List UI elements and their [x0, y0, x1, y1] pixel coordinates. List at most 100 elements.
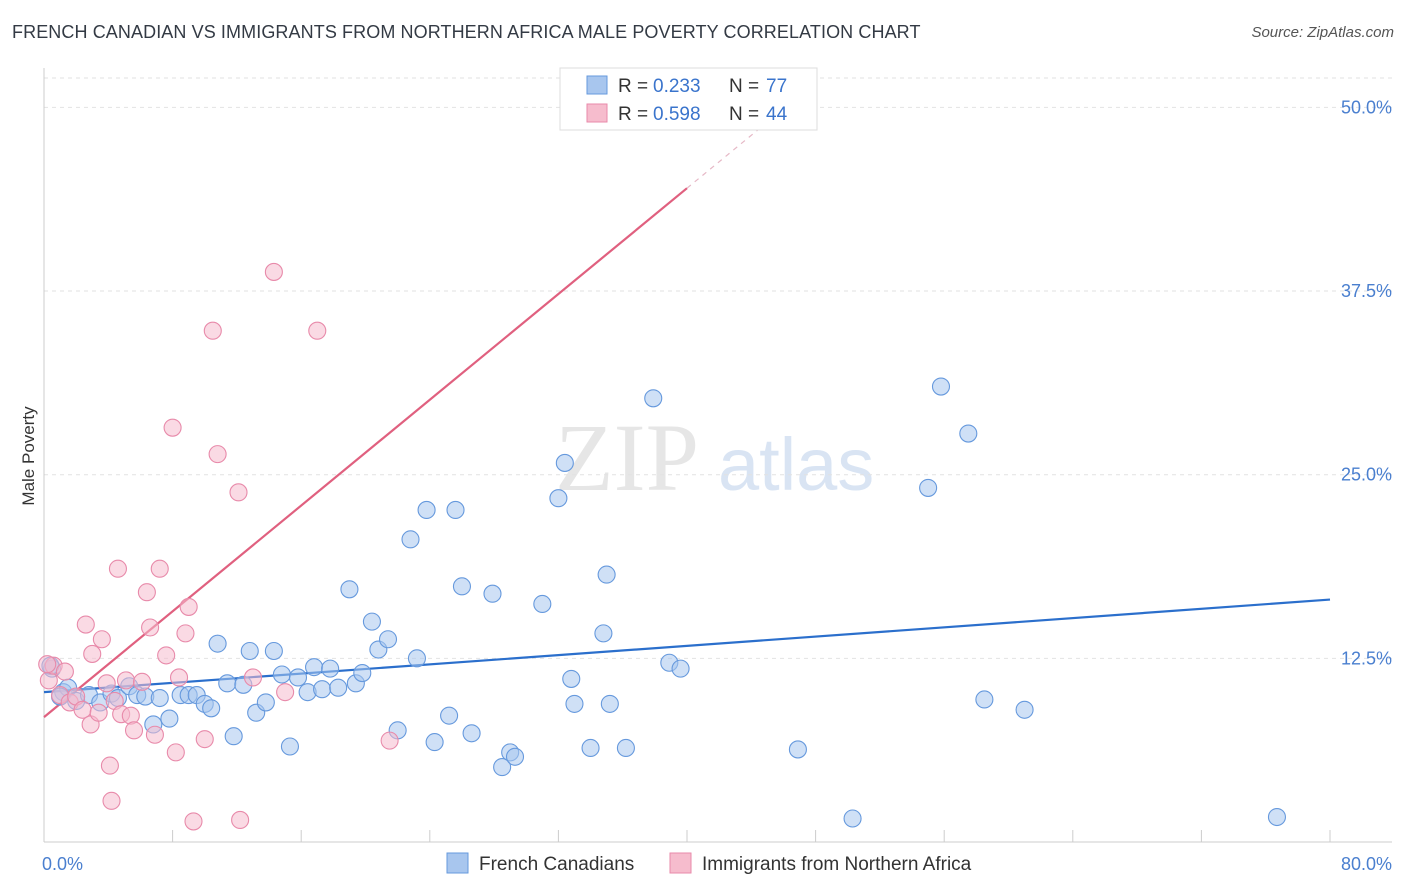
point-s0-28	[280, 737, 299, 756]
legend-bottom-swatch-africa	[669, 852, 692, 874]
point-s0-58	[565, 694, 584, 713]
point-s1-41	[308, 321, 327, 340]
point-s0-68	[843, 809, 862, 828]
point-s1-26	[157, 646, 176, 665]
point-s1-23	[141, 618, 160, 637]
y-axis-label: Male Poverty	[19, 406, 38, 506]
legend-top: R = 0.233 N = 77 R = 0.598 N = 44	[559, 67, 818, 131]
point-s0-45	[425, 733, 444, 752]
point-s0-49	[462, 724, 481, 743]
point-s0-60	[594, 624, 613, 643]
point-s0-57	[562, 669, 581, 688]
point-s0-53	[505, 747, 525, 766]
point-s0-12	[150, 688, 169, 708]
legend-bottom-label-africa: Immigrants from Northern Africa	[702, 854, 972, 875]
y-tick-label-2: 37.5%	[1341, 281, 1392, 301]
x-tick-label-max: 80.0%	[1341, 854, 1392, 874]
point-s0-37	[353, 663, 372, 683]
point-s0-20	[218, 674, 237, 693]
point-s0-51	[493, 758, 512, 777]
point-s0-18	[202, 699, 221, 718]
legend-bottom-swatch-french	[446, 852, 469, 874]
point-s0-59	[581, 738, 600, 758]
point-s1-32	[184, 812, 203, 831]
point-s0-34	[329, 678, 348, 697]
chart-title: FRENCH CANADIAN VS IMMIGRANTS FROM NORTH…	[12, 22, 921, 42]
point-s0-61	[597, 565, 616, 584]
point-s1-40	[276, 683, 295, 702]
point-s0-40	[378, 630, 398, 649]
point-s0-69	[919, 478, 938, 497]
point-s0-47	[446, 500, 465, 520]
axes	[43, 68, 1392, 843]
point-s1-36	[229, 483, 248, 502]
point-s0-54	[533, 594, 552, 614]
point-s0-63	[616, 738, 635, 758]
point-s0-71	[959, 424, 978, 443]
point-s0-72	[975, 690, 994, 709]
trend-line-extension-1	[686, 121, 768, 189]
y-tick-labels: 12.5% 25.0% 37.5% 50.0%	[1341, 97, 1392, 668]
point-s1-27	[163, 418, 182, 437]
legend-r-label-french: R =	[618, 76, 648, 97]
point-s0-42	[401, 530, 420, 549]
point-s1-21	[133, 672, 152, 691]
x-tick-label-min: 0.0%	[42, 854, 83, 874]
point-s1-16	[108, 559, 127, 578]
point-s1-10	[89, 703, 108, 722]
point-s1-33	[195, 730, 214, 749]
legend-n-label-africa: N =	[729, 104, 759, 125]
point-s1-28	[166, 743, 185, 762]
point-s1-30	[176, 624, 195, 643]
point-s0-25	[256, 693, 275, 712]
point-s0-62	[600, 694, 619, 713]
point-s0-70	[931, 377, 951, 396]
point-s1-19	[121, 706, 140, 725]
point-s1-22	[137, 583, 156, 602]
point-s1-39	[264, 262, 283, 281]
legend-n-label-french: N =	[729, 76, 759, 97]
point-s1-18	[116, 671, 136, 690]
point-s0-73	[1015, 700, 1034, 719]
point-s1-20	[124, 721, 144, 740]
legend-bottom: French Canadians Immigrants from Norther…	[446, 852, 972, 875]
point-s1-14	[102, 791, 121, 810]
point-s1-38	[243, 668, 263, 687]
legend-r-value-africa: 0.598	[653, 104, 701, 125]
point-s0-48	[452, 577, 472, 596]
point-s1-42	[380, 731, 399, 750]
point-s0-23	[240, 641, 259, 661]
watermark-atlas: atlas	[718, 423, 874, 506]
point-s1-37	[231, 810, 250, 830]
point-s0-35	[340, 580, 359, 599]
point-s0-31	[305, 658, 324, 677]
point-s0-33	[321, 659, 340, 678]
legend-swatch-africa	[586, 103, 608, 123]
point-s1-12	[97, 674, 116, 693]
point-s0-43	[407, 649, 426, 668]
point-s0-64	[644, 389, 663, 408]
point-s0-21	[224, 727, 243, 746]
point-s0-50	[483, 584, 502, 603]
point-s1-34	[203, 321, 222, 340]
point-s0-38	[362, 612, 381, 631]
point-s0-55	[549, 489, 568, 508]
point-s0-27	[272, 665, 291, 684]
point-s1-11	[92, 630, 111, 649]
legend-n-value-french: 77	[766, 76, 787, 97]
legend-bottom-label-french: French Canadians	[479, 854, 634, 875]
point-s1-7	[76, 615, 95, 634]
point-s0-26	[264, 641, 283, 661]
point-s1-24	[145, 725, 164, 744]
point-s1-31	[179, 597, 198, 616]
source-label: Source: ZipAtlas.com	[1251, 24, 1394, 41]
point-s1-25	[150, 559, 169, 578]
legend-r-value-french: 0.233	[653, 76, 701, 97]
point-s0-29	[288, 668, 308, 687]
point-s0-67	[788, 740, 807, 759]
point-s1-43	[38, 655, 57, 674]
point-s0-19	[208, 634, 227, 653]
point-s0-32	[313, 680, 332, 699]
trend-line-0	[43, 598, 1331, 694]
